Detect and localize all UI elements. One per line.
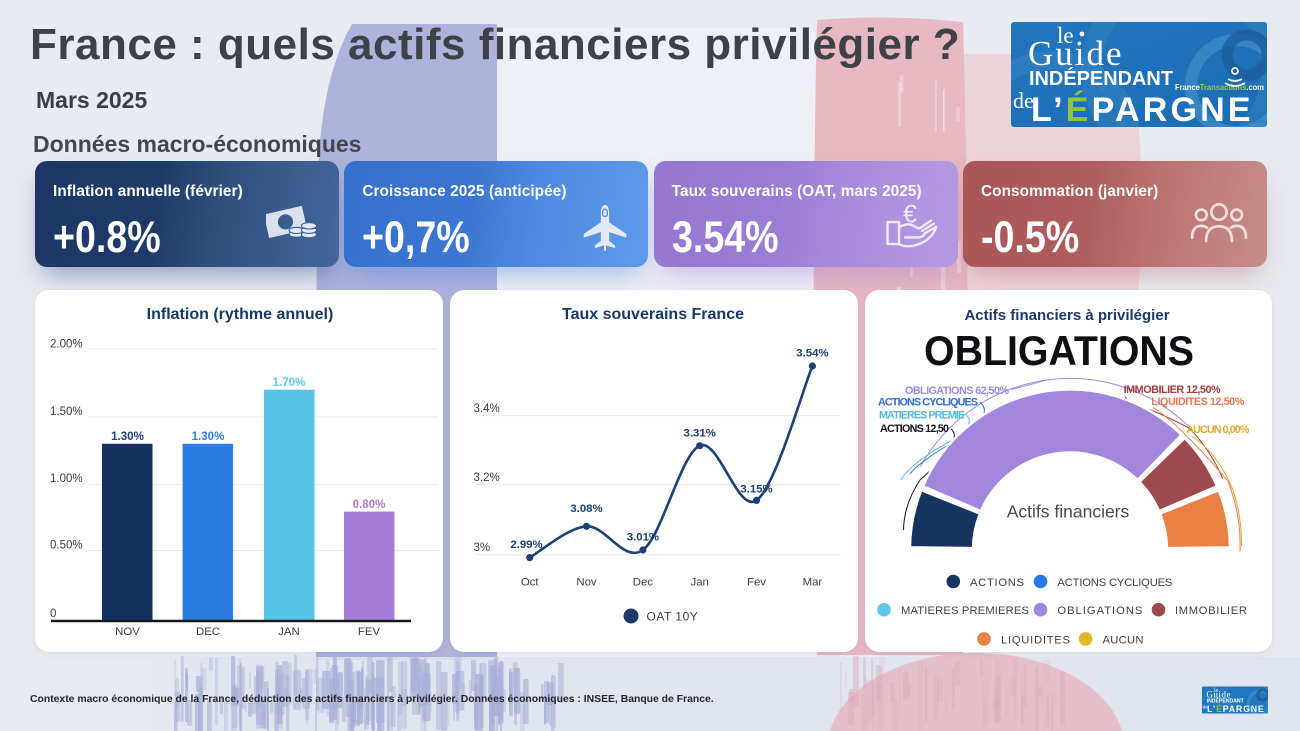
svg-text:OBLIGATIONS: OBLIGATIONS bbox=[1057, 605, 1142, 617]
svg-text:INDÉPENDANT: INDÉPENDANT bbox=[1029, 67, 1173, 90]
svg-text:3.54%: 3.54% bbox=[796, 348, 828, 360]
svg-text:OBLIGATIONS 62,50%: OBLIGATIONS 62,50% bbox=[905, 385, 1009, 397]
svg-text:le: le bbox=[1214, 688, 1219, 694]
svg-text:IMMOBILIER: IMMOBILIER bbox=[1175, 605, 1247, 617]
svg-text:Inflation (rythme annuel): Inflation (rythme annuel) bbox=[147, 306, 334, 323]
svg-text:FranceTransactions.com: FranceTransactions.com bbox=[1175, 82, 1264, 92]
svg-text:AUCUN 0,00%: AUCUN 0,00% bbox=[1186, 424, 1249, 436]
svg-text:Nov: Nov bbox=[576, 577, 597, 589]
svg-text:Fev: Fev bbox=[747, 577, 766, 589]
svg-text:3.31%: 3.31% bbox=[684, 428, 716, 440]
svg-text:1.00%: 1.00% bbox=[50, 473, 83, 485]
svg-text:de: de bbox=[1013, 88, 1034, 113]
svg-text:3.15%: 3.15% bbox=[740, 484, 772, 496]
svg-text:Oct: Oct bbox=[521, 577, 540, 589]
svg-text:1.50%: 1.50% bbox=[50, 406, 83, 418]
svg-text:Mar: Mar bbox=[803, 577, 823, 589]
svg-text:Dec: Dec bbox=[633, 577, 654, 589]
svg-text:2.99%: 2.99% bbox=[510, 539, 542, 551]
svg-text:Guide: Guide bbox=[1028, 34, 1124, 73]
svg-text:2.00%: 2.00% bbox=[50, 339, 83, 351]
svg-text:3.2%: 3.2% bbox=[474, 472, 500, 484]
svg-text:3.4%: 3.4% bbox=[474, 403, 500, 415]
svg-text:JAN: JAN bbox=[278, 626, 300, 638]
svg-text:1.30%: 1.30% bbox=[192, 430, 225, 443]
svg-text:0.80%: 0.80% bbox=[353, 498, 386, 511]
svg-text:Taux souverains France: Taux souverains France bbox=[562, 306, 744, 323]
svg-text:Guide: Guide bbox=[1206, 690, 1231, 700]
svg-text:LIQUIDITES: LIQUIDITES bbox=[1001, 634, 1070, 646]
svg-text:NOV: NOV bbox=[115, 626, 140, 638]
svg-text:MATIERES PREMIERES: MATIERES PREMIERES bbox=[901, 605, 1029, 617]
svg-text:Jan: Jan bbox=[691, 577, 709, 589]
svg-text:ACTIONS: ACTIONS bbox=[970, 577, 1024, 589]
svg-text:ACTIONS 12,50: ACTIONS 12,50 bbox=[880, 423, 949, 435]
svg-text:3.01%: 3.01% bbox=[627, 532, 659, 544]
svg-text:FEV: FEV bbox=[358, 626, 381, 638]
svg-text:Actifs financiers: Actifs financiers bbox=[1007, 502, 1130, 522]
svg-text:L’ÉPARGNE: L’ÉPARGNE bbox=[1031, 91, 1254, 127]
svg-text:le: le bbox=[1057, 23, 1074, 48]
svg-text:0.50%: 0.50% bbox=[50, 540, 83, 552]
svg-text:ACTIONS CYCLIQUES: ACTIONS CYCLIQUES bbox=[878, 397, 978, 409]
svg-text:LIQUIDITES 12,50%: LIQUIDITES 12,50% bbox=[1151, 396, 1244, 408]
svg-text:1.30%: 1.30% bbox=[111, 430, 144, 443]
svg-text:L’ÉPARGNE: L’ÉPARGNE bbox=[1207, 703, 1264, 714]
svg-text:IMMOBILIER 12,50%: IMMOBILIER 12,50% bbox=[1124, 384, 1221, 396]
svg-text:OAT 10Y: OAT 10Y bbox=[647, 610, 699, 624]
svg-text:de: de bbox=[1203, 705, 1209, 711]
svg-text:DEC: DEC bbox=[196, 626, 220, 638]
svg-text:3.08%: 3.08% bbox=[570, 503, 602, 515]
svg-text:1.70%: 1.70% bbox=[273, 376, 306, 389]
svg-text:AUCUN: AUCUN bbox=[1103, 634, 1144, 646]
svg-text:Actifs financiers à privilégie: Actifs financiers à privilégier bbox=[964, 307, 1169, 324]
svg-text:INDÉPENDANT: INDÉPENDANT bbox=[1207, 697, 1245, 705]
svg-text:3%: 3% bbox=[474, 542, 491, 554]
svg-text:0: 0 bbox=[50, 608, 56, 620]
svg-text:MATIERES PREMIE: MATIERES PREMIE bbox=[879, 410, 965, 422]
svg-text:ACTIONS CYCLIQUES: ACTIONS CYCLIQUES bbox=[1057, 577, 1172, 589]
svg-text:OBLIGATIONS: OBLIGATIONS bbox=[924, 327, 1194, 374]
svg-text:€: € bbox=[903, 201, 917, 229]
